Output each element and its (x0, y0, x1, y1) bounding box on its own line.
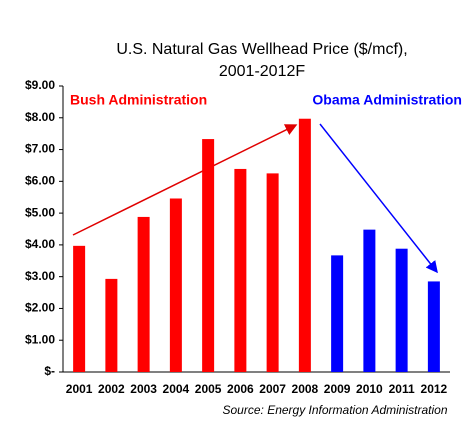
bar (427, 281, 440, 372)
x-tick-label: 2004 (163, 382, 190, 396)
y-tick-label: $4.00 (25, 237, 55, 251)
bar (331, 255, 344, 372)
y-tick-label: $6.00 (25, 174, 55, 188)
y-tick-label: $3.00 (25, 269, 55, 283)
y-tick-label: $8.00 (25, 110, 55, 124)
x-tick-label: 2012 (421, 382, 448, 396)
y-tick-label: $1.00 (25, 332, 55, 346)
bar (137, 216, 150, 372)
annotation: Obama Administration (312, 92, 462, 108)
y-tick-label: $2.00 (25, 301, 55, 315)
bar (169, 198, 182, 372)
chart-title: U.S. Natural Gas Wellhead Price ($/mcf), (116, 41, 407, 58)
annotation: Bush Administration (70, 92, 207, 108)
bar (234, 168, 247, 372)
trend-arrow (319, 123, 438, 274)
x-tick-label: 2010 (356, 382, 383, 396)
bar (105, 278, 118, 372)
x-tick-label: 2005 (195, 382, 222, 396)
y-tick-label: $5.00 (25, 205, 55, 219)
y-tick-label: $- (44, 364, 55, 378)
bar (266, 173, 279, 372)
bar (298, 118, 311, 372)
x-tick-label: 2007 (259, 382, 286, 396)
x-tick-label: 2008 (292, 382, 319, 396)
source: Source: Energy Information Administratio… (223, 403, 448, 417)
x-tick-label: 2002 (98, 382, 125, 396)
bar (363, 229, 376, 372)
x-tick-label: 2009 (324, 382, 351, 396)
x-tick-label: 2003 (130, 382, 157, 396)
bar (395, 248, 408, 372)
y-tick-label: $9.00 (25, 78, 55, 92)
x-tick-label: 2011 (389, 382, 415, 396)
trend-arrow (72, 124, 298, 236)
bar (73, 245, 86, 372)
y-tick-label: $7.00 (25, 142, 55, 156)
x-tick-label: 2001 (66, 382, 93, 396)
bar (202, 139, 215, 372)
chart-title: 2001-2012F (219, 63, 306, 80)
x-tick-label: 2006 (227, 382, 254, 396)
